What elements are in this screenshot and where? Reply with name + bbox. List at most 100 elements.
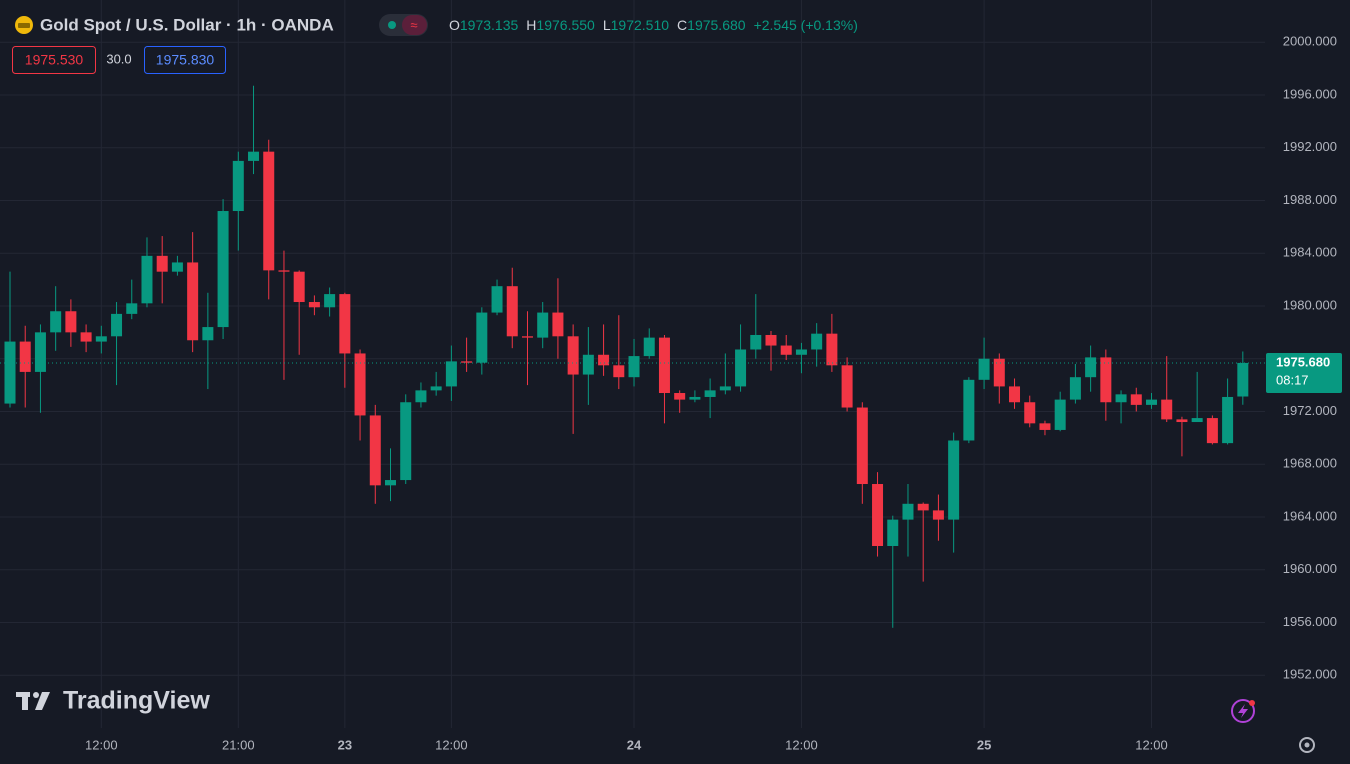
last-price-box — [1266, 352, 1342, 393]
candle-layer — [4, 85, 1249, 628]
candle-body — [1039, 423, 1051, 430]
candle-body — [780, 345, 792, 355]
y-tick-label: 1988.000 — [1283, 192, 1337, 207]
candle-body — [917, 503, 929, 511]
ohlc-value: 1975.680 — [687, 17, 746, 33]
status-glyph: ≈ — [410, 17, 417, 32]
candle-body — [385, 480, 396, 486]
candle-body — [932, 510, 944, 520]
candle-body — [765, 334, 777, 346]
candle-body — [856, 407, 868, 485]
ask-price[interactable]: 1975.830 — [156, 52, 215, 68]
candle-body — [126, 303, 138, 314]
candle-body — [537, 312, 549, 338]
candle-body — [339, 294, 351, 354]
candle-body — [993, 358, 1005, 387]
candle-body — [826, 333, 838, 366]
candle-body — [476, 312, 488, 363]
candle-body — [1222, 396, 1234, 444]
x-tick-label: 25 — [977, 737, 991, 752]
candle-body — [841, 365, 853, 408]
candle-body — [689, 396, 701, 400]
candle-body — [369, 415, 381, 486]
watermark-text: TradingView — [63, 687, 210, 715]
candle-body — [491, 286, 503, 313]
y-tick-label: 1960.000 — [1283, 561, 1337, 576]
candle-body — [217, 211, 229, 328]
spread: 30.0 — [106, 51, 131, 66]
candle-body — [811, 333, 823, 350]
ohlc-key: H — [526, 17, 536, 33]
candle-body — [704, 390, 716, 397]
x-tick-label: 23 — [338, 737, 352, 752]
candle-body — [1146, 399, 1157, 405]
candle-body — [613, 365, 625, 378]
candle-body — [187, 262, 199, 341]
candle-body — [521, 336, 533, 338]
ask-box[interactable] — [144, 46, 226, 74]
bid-box[interactable] — [12, 46, 96, 74]
candle-body — [232, 160, 244, 212]
candle-body — [506, 286, 518, 337]
candle-body — [263, 151, 275, 271]
candle-body — [628, 356, 640, 378]
candle-body — [156, 255, 168, 272]
candle-body — [461, 361, 473, 363]
y-tick-label: 1964.000 — [1283, 508, 1337, 523]
candle-body — [308, 302, 320, 308]
y-tick-label: 1996.000 — [1283, 86, 1337, 101]
candle-body — [293, 271, 305, 303]
ohlc-value: 1972.510 — [611, 17, 670, 33]
lightning-button[interactable] — [1231, 699, 1255, 723]
candle-body — [902, 503, 914, 520]
symbol-icon-bar — [18, 23, 30, 28]
bid-price[interactable]: 1975.530 — [25, 52, 84, 68]
candle-body — [1115, 394, 1127, 403]
candle-body — [324, 294, 336, 308]
y-tick-label: 1956.000 — [1283, 614, 1337, 629]
last-price-label: 1975.680 — [1276, 354, 1330, 369]
candle-body — [1206, 418, 1218, 444]
candle-body — [598, 354, 610, 366]
x-tick-label: 21:00 — [222, 737, 255, 752]
ohlc-legend: O1973.135 H1976.550 L1972.510 C1975.680 +2.5… — [449, 17, 858, 33]
candle-body — [19, 341, 31, 372]
candle-body — [978, 358, 990, 380]
candle-body — [887, 519, 899, 546]
candle-body — [1130, 394, 1142, 405]
candle-body — [278, 270, 290, 272]
ohlc-key: L — [603, 17, 611, 33]
candle-body — [1237, 362, 1249, 397]
candle-body — [400, 402, 412, 481]
market-open-dot — [388, 21, 396, 29]
ohlc-key: C — [677, 17, 687, 33]
candle-body — [872, 484, 884, 546]
candle-body — [445, 361, 457, 387]
x-tick-label: 12:00 — [435, 737, 468, 752]
candle-body — [171, 262, 183, 272]
candle-body — [1054, 399, 1066, 430]
candle-body — [1161, 399, 1173, 420]
y-tick-label: 1980.000 — [1283, 297, 1337, 312]
y-tick-label: 1992.000 — [1283, 139, 1337, 154]
candle-body — [1176, 419, 1188, 423]
symbol-title[interactable]: Gold Spot / U.S. Dollar · 1h · OANDA — [40, 15, 334, 34]
status-icon — [402, 15, 427, 35]
x-tick-label: 12:00 — [85, 737, 118, 752]
candle-body — [111, 313, 123, 337]
candle-body — [795, 349, 807, 355]
settings-button[interactable] — [1299, 737, 1315, 753]
candle-body — [674, 393, 686, 400]
candle-body — [567, 336, 579, 375]
candle-body — [735, 349, 747, 387]
ohlc-value: 1973.135 — [460, 17, 519, 33]
ohlc-value: 1976.550 — [536, 17, 595, 33]
candle-body — [582, 354, 594, 375]
ohlc-key: O — [449, 17, 460, 33]
candle-body — [34, 332, 46, 372]
candle-body — [552, 312, 564, 337]
x-tick-label: 12:00 — [785, 737, 818, 752]
candle-body — [1085, 357, 1097, 378]
candle-body — [948, 440, 960, 520]
